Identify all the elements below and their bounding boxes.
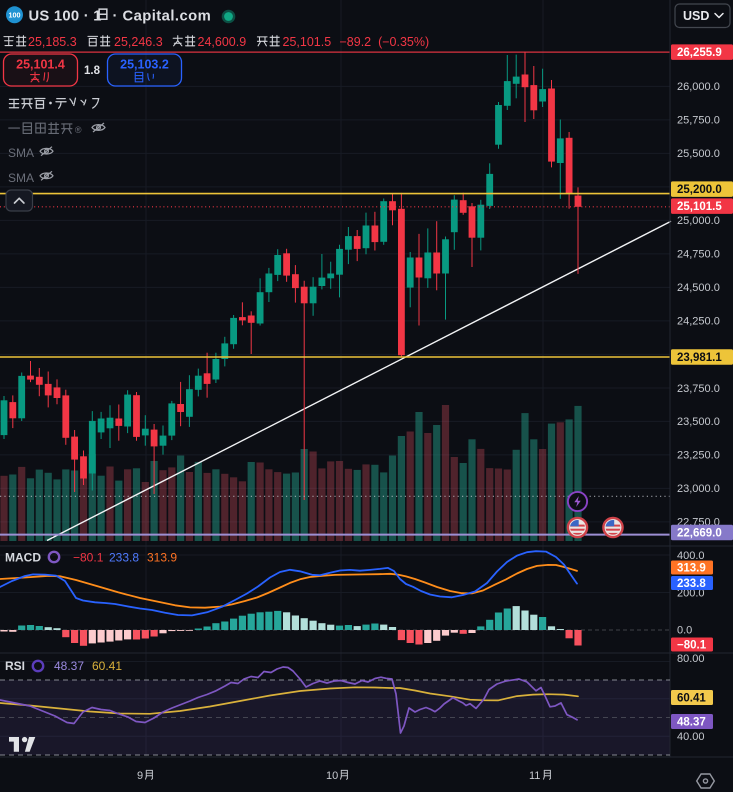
svg-text:22,669.0: 22,669.0 [677, 528, 722, 540]
svg-text:26,255.9: 26,255.9 [677, 47, 722, 59]
svg-text:25,101.4: 25,101.4 [16, 58, 65, 72]
svg-text:23,000.0: 23,000.0 [677, 483, 720, 495]
svg-text:25,101.5: 25,101.5 [677, 201, 722, 213]
svg-text:200.0: 200.0 [677, 588, 705, 600]
svg-text:25,101.5: 25,101.5 [283, 35, 332, 49]
svg-text:233.8: 233.8 [677, 578, 706, 590]
svg-text:26,000.0: 26,000.0 [677, 81, 720, 93]
svg-text:25,750.0: 25,750.0 [677, 115, 720, 127]
svg-text:100: 100 [9, 11, 21, 20]
svg-text:60.41: 60.41 [92, 659, 122, 673]
svg-text:USD: USD [683, 9, 709, 23]
svg-text:11: 11 [529, 770, 540, 782]
svg-text:MACD: MACD [5, 551, 41, 565]
svg-text:0.0: 0.0 [677, 625, 692, 637]
svg-text:25,185.3: 25,185.3 [28, 35, 77, 49]
svg-text:RSI: RSI [5, 659, 25, 673]
svg-text:80.00: 80.00 [677, 653, 705, 665]
svg-text:24,750.0: 24,750.0 [677, 249, 720, 261]
svg-text:25,103.2: 25,103.2 [120, 58, 169, 72]
svg-text:US 100 · 1: US 100 · 1 [29, 8, 102, 24]
svg-text:· Capital.com: · Capital.com [113, 8, 212, 24]
svg-text:23,500.0: 23,500.0 [677, 416, 720, 428]
svg-text:−80.1: −80.1 [73, 551, 104, 565]
svg-text:24,600.9: 24,600.9 [198, 35, 247, 49]
svg-text:25,000.0: 25,000.0 [677, 215, 720, 227]
svg-text:10: 10 [326, 770, 338, 782]
svg-text:40.00: 40.00 [677, 731, 705, 743]
svg-text:400.0: 400.0 [677, 550, 705, 562]
svg-text:25,246.3: 25,246.3 [114, 35, 163, 49]
svg-text:48.37: 48.37 [54, 659, 84, 673]
svg-text:−80.1: −80.1 [677, 640, 707, 652]
svg-text:23,250.0: 23,250.0 [677, 450, 720, 462]
svg-text:313.9: 313.9 [677, 563, 706, 575]
svg-text:48.37: 48.37 [677, 717, 706, 729]
svg-text:24,250.0: 24,250.0 [677, 316, 720, 328]
svg-text:1.8: 1.8 [84, 65, 101, 77]
svg-text:25,200.0: 25,200.0 [677, 184, 722, 196]
svg-text:23,981.1: 23,981.1 [677, 352, 722, 364]
svg-text:233.8: 233.8 [109, 551, 139, 565]
svg-text:®: ® [75, 125, 82, 135]
svg-text:24,500.0: 24,500.0 [677, 282, 720, 294]
svg-text:313.9: 313.9 [147, 551, 177, 565]
svg-text:−89.2 (−0.35%): −89.2 (−0.35%) [340, 35, 430, 49]
svg-text:25,500.0: 25,500.0 [677, 148, 720, 160]
svg-text:SMA: SMA [8, 146, 34, 160]
svg-text:SMA: SMA [8, 171, 34, 185]
svg-text:60.41: 60.41 [677, 693, 706, 705]
svg-text:23,750.0: 23,750.0 [677, 383, 720, 395]
svg-text:9: 9 [137, 770, 143, 782]
